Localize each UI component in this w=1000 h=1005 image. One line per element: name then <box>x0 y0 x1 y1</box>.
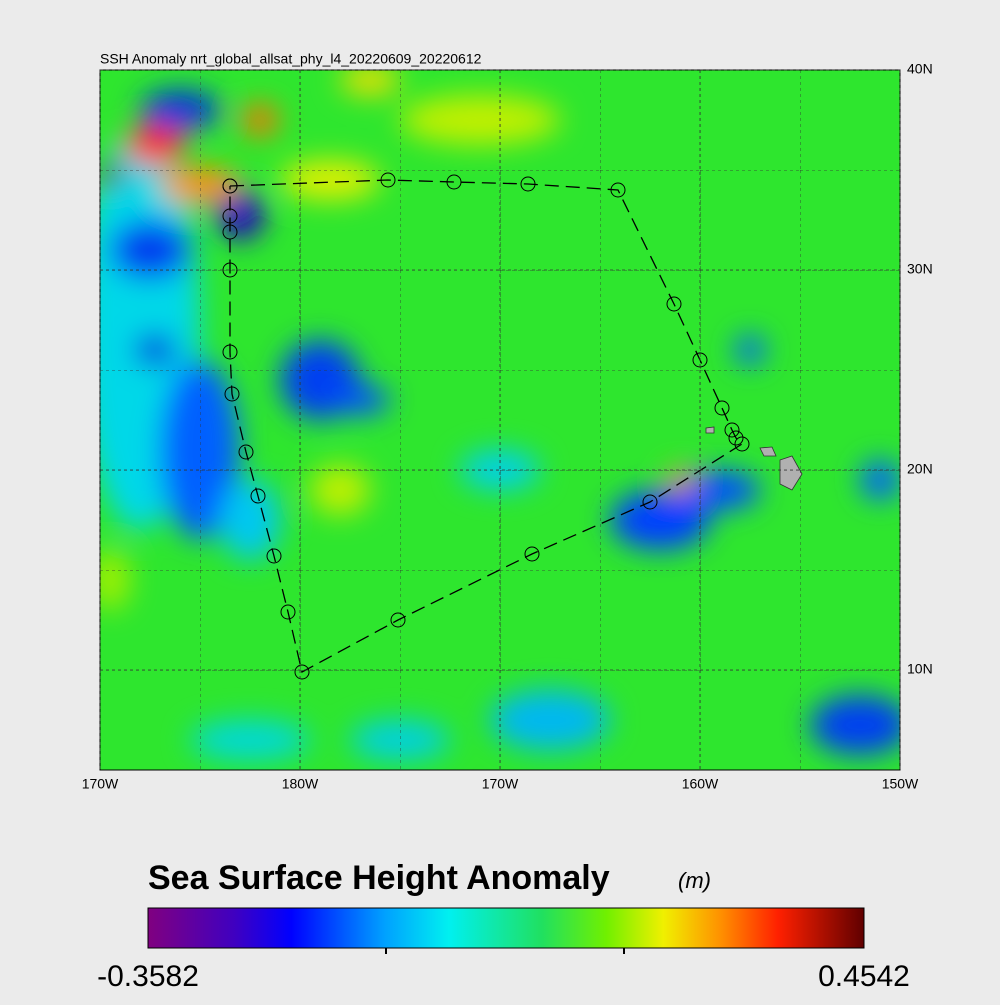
track-point <box>294 664 310 680</box>
track-layer <box>222 172 750 680</box>
x-tick-label: 180W <box>282 776 319 792</box>
y-tick-label: 30N <box>907 261 933 277</box>
colorbar-units: (m) <box>678 868 711 893</box>
x-tick-label: 150W <box>882 776 919 792</box>
y-tick-label: 20N <box>907 461 933 477</box>
track-point <box>222 208 238 224</box>
track-point <box>224 386 240 402</box>
x-tick-label: 170W <box>482 776 519 792</box>
track-point <box>610 182 626 198</box>
y-tick-label: 40N <box>907 61 933 77</box>
track-point <box>238 444 254 460</box>
track-point <box>250 488 266 504</box>
colorbar-min-label: -0.3582 <box>97 960 199 993</box>
track-point <box>266 548 282 564</box>
track-point <box>734 436 750 452</box>
track-point <box>728 430 744 446</box>
track-point <box>666 296 682 312</box>
y-tick-label: 10N <box>907 661 933 677</box>
track-point <box>280 604 296 620</box>
x-tick-label: 160W <box>682 776 719 792</box>
track-point <box>714 400 730 416</box>
colorbar-title: Sea Surface Height Anomaly <box>148 859 610 897</box>
track-point <box>222 344 238 360</box>
track-point <box>222 224 238 240</box>
track-point <box>520 176 536 192</box>
track-point <box>524 546 540 562</box>
map-title: SSH Anomaly nrt_global_allsat_phy_l4_202… <box>100 51 482 67</box>
x-tick-label: 170W <box>82 776 119 792</box>
colorbar-max-label: 0.4542 <box>818 960 910 993</box>
colorbar-tick <box>385 948 625 954</box>
track-point <box>390 612 406 628</box>
ssh-field <box>100 70 900 770</box>
track-point <box>380 172 396 188</box>
track-point <box>642 494 658 510</box>
track-point <box>724 422 740 438</box>
track-line <box>229 179 744 673</box>
colorbar <box>147 907 865 949</box>
track-point <box>446 174 462 190</box>
track-point <box>222 178 238 194</box>
